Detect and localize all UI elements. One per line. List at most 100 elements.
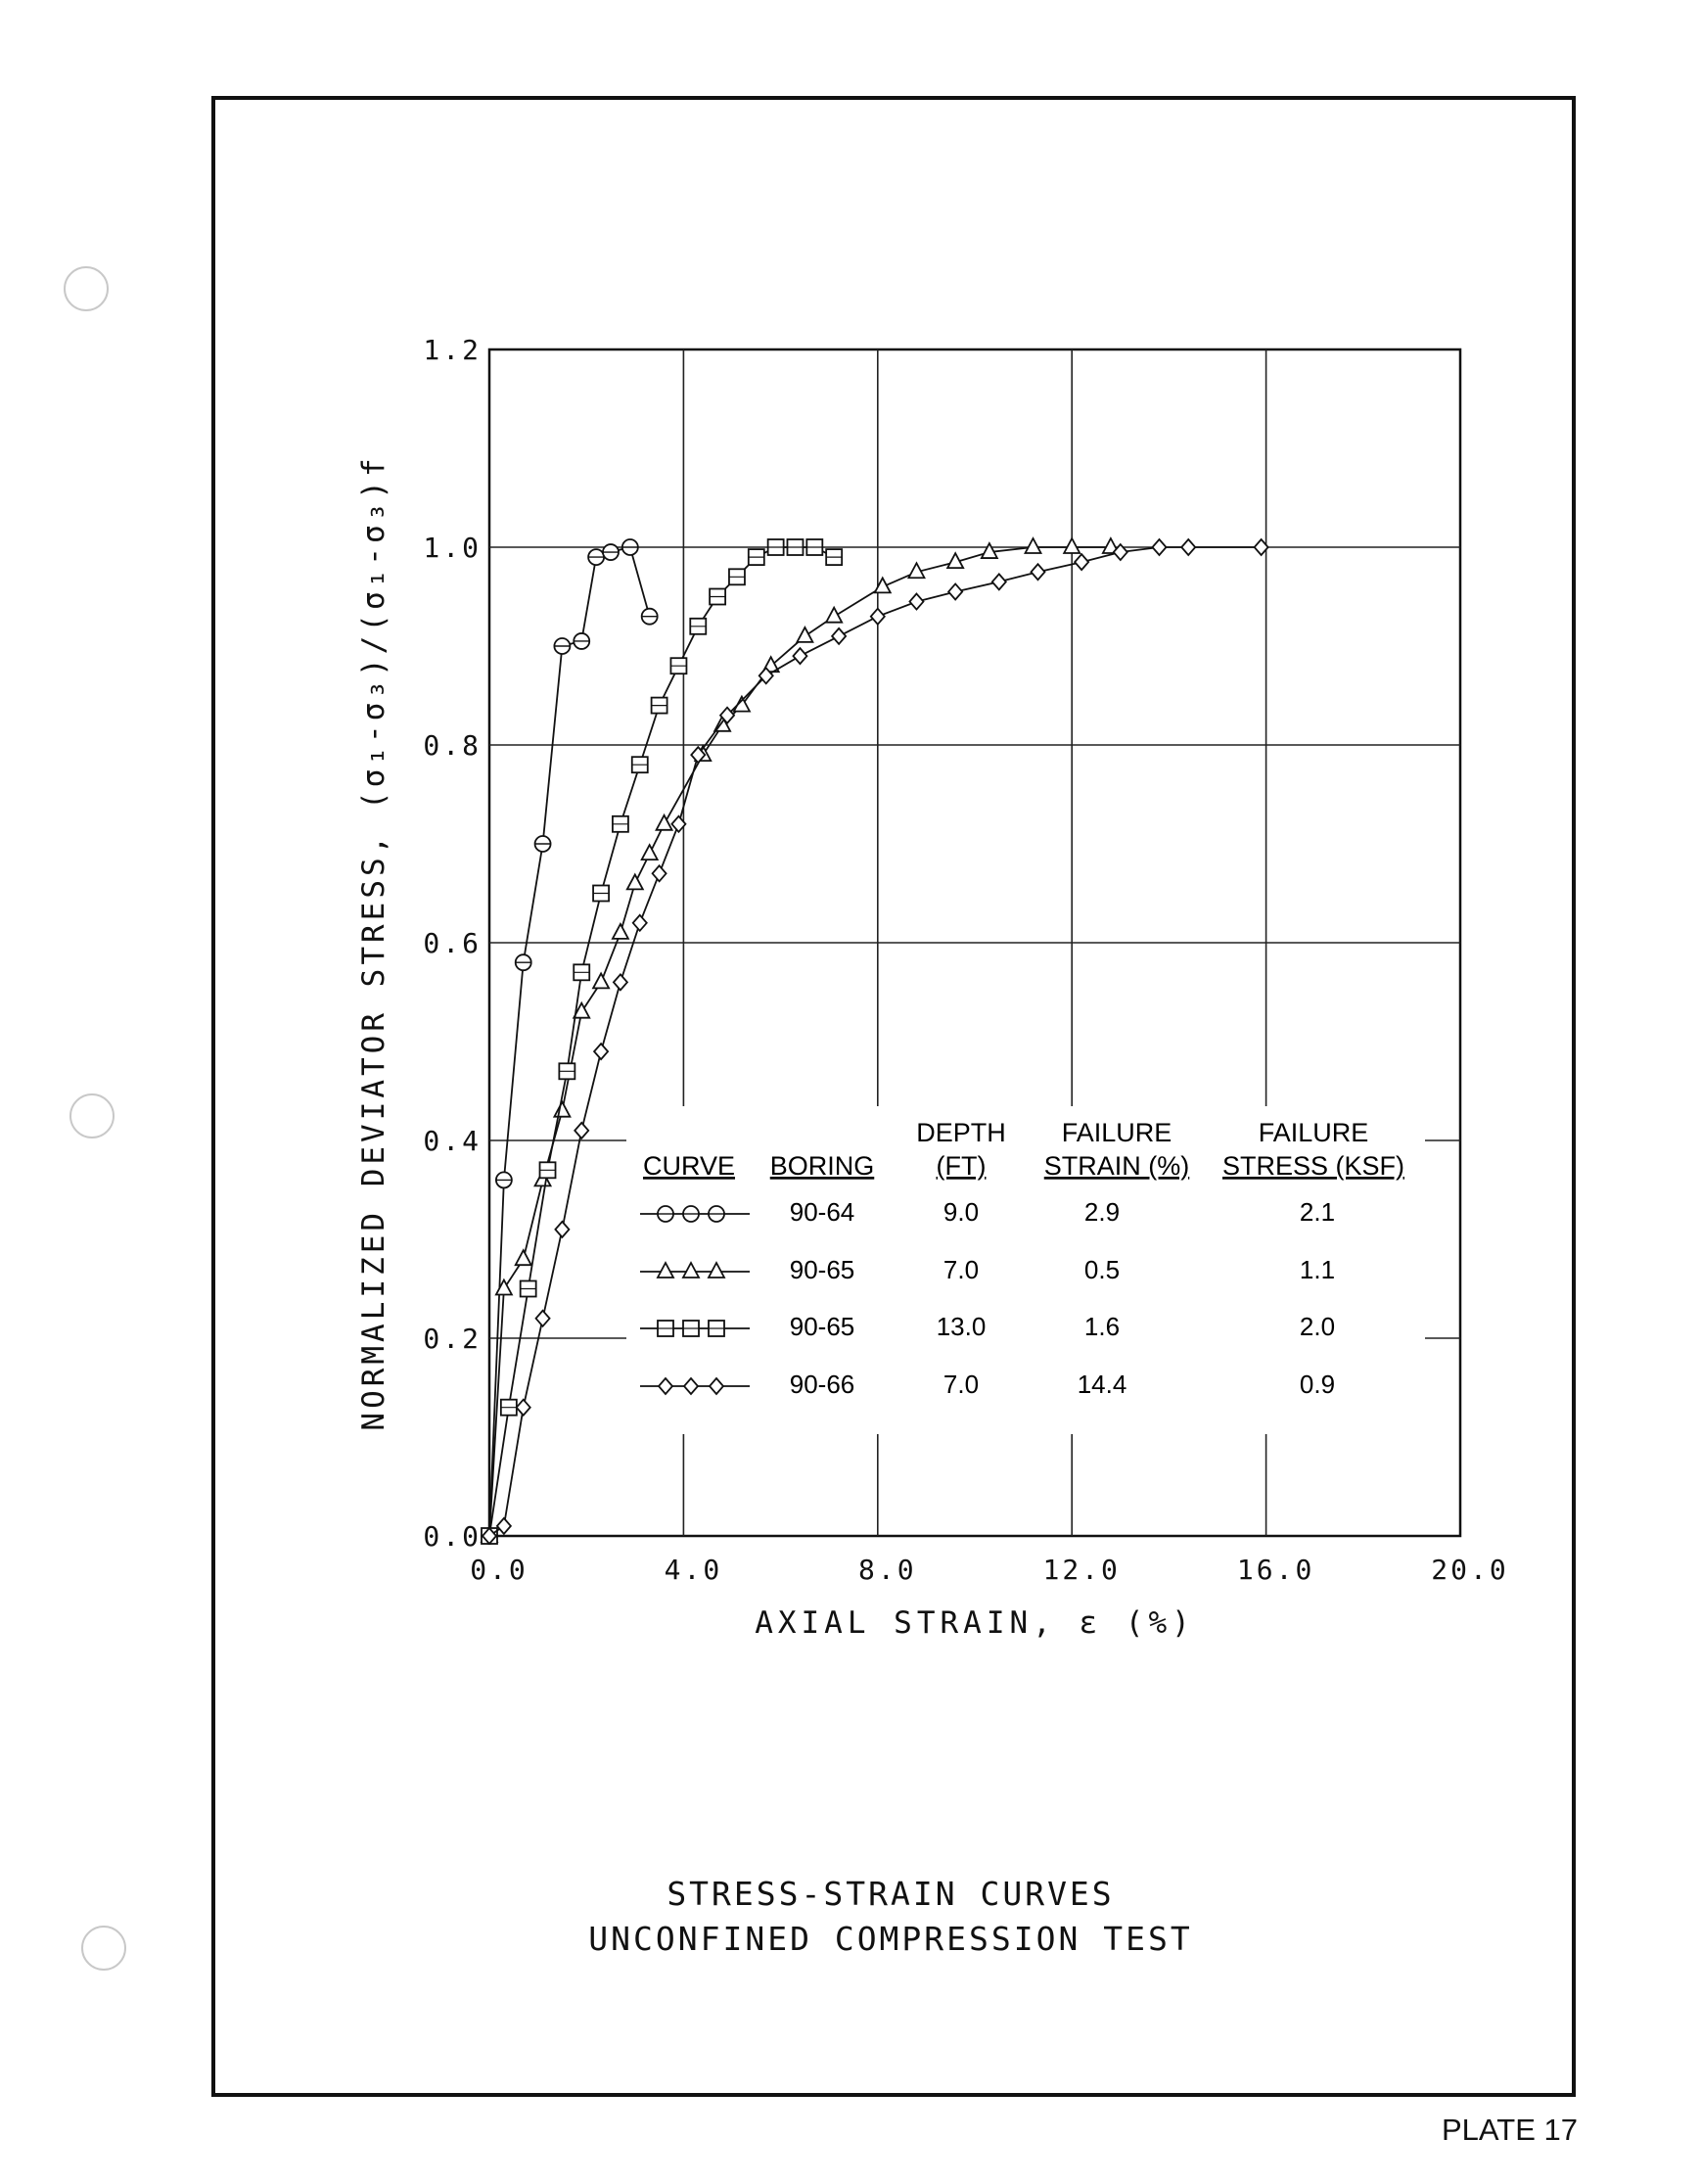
- y-tick-label: 1.0: [423, 532, 482, 564]
- point-diamond: [908, 592, 925, 611]
- series-triangle: [480, 536, 1121, 1543]
- point-triangle: [591, 971, 611, 990]
- legend-depth: 13.0: [937, 1312, 987, 1341]
- point-diamond: [1151, 537, 1168, 557]
- point-diamond: [481, 1526, 498, 1546]
- point-triangle: [795, 625, 814, 643]
- legend-header-fstrain-1: FAILURE: [1062, 1118, 1172, 1147]
- point-triangle: [906, 561, 926, 580]
- point-triangle: [656, 1261, 675, 1278]
- y-tick-label: 0.4: [423, 1125, 482, 1157]
- point-diamond: [718, 706, 736, 725]
- point-triangle: [707, 1261, 726, 1278]
- series-line: [488, 546, 1262, 1537]
- binder-hole-top: [64, 266, 109, 311]
- y-tick-label: 0.2: [423, 1323, 482, 1355]
- point-diamond: [682, 1376, 700, 1396]
- point-triangle: [945, 551, 965, 570]
- x-tick-label: 16.0: [1237, 1554, 1314, 1586]
- legend-failure-stress: 2.1: [1300, 1197, 1335, 1227]
- legend-boring: 90-65: [790, 1255, 855, 1284]
- point-diamond: [690, 745, 707, 765]
- point-diamond: [574, 1121, 590, 1140]
- plate-frame: [211, 96, 1576, 2097]
- x-tick-label: 4.0: [665, 1554, 723, 1586]
- plate-label: PLATE 17: [1442, 2113, 1578, 2147]
- legend-marker-square: [640, 1320, 750, 1337]
- point-triangle: [1062, 536, 1081, 554]
- point-triangle: [873, 576, 893, 594]
- legend-depth: 7.0: [943, 1370, 979, 1399]
- point-triangle: [572, 1000, 591, 1019]
- point-triangle: [494, 1278, 514, 1296]
- legend-boring: 90-66: [790, 1370, 855, 1399]
- point-diamond: [1112, 542, 1128, 562]
- legend-row: 90-66 7.0 14.4 0.9: [640, 1370, 1335, 1399]
- x-tick-label: 0.0: [470, 1554, 529, 1586]
- y-tick-label: 0.6: [423, 927, 482, 959]
- point-diamond: [1180, 537, 1197, 557]
- legend-marker-diamond: [640, 1376, 750, 1396]
- point-diamond: [651, 863, 667, 883]
- legend-table: CURVE BORING DEPTH (FT) FAILURE STRAIN (…: [626, 1106, 1425, 1434]
- x-tick-labels: 0.0 4.0 8.0 12.0 16.0 20.0: [470, 1554, 1508, 1586]
- point-diamond: [946, 582, 964, 601]
- legend-boring: 90-65: [790, 1312, 855, 1341]
- legend-header-fstress-1: FAILURE: [1259, 1118, 1369, 1147]
- point-diamond: [1030, 562, 1046, 581]
- series-layer: [480, 536, 1269, 1546]
- legend-marker-triangle: [640, 1261, 750, 1278]
- point-diamond: [631, 913, 648, 933]
- legend-failure-strain: 14.4: [1078, 1370, 1127, 1399]
- point-diamond: [869, 607, 886, 627]
- series-line: [488, 546, 1111, 1537]
- point-diamond: [657, 1376, 674, 1396]
- point-diamond: [990, 572, 1007, 591]
- binder-hole-bottom: [81, 1926, 126, 1971]
- point-diamond: [1073, 552, 1090, 572]
- point-triangle: [625, 872, 645, 891]
- point-diamond: [534, 1309, 551, 1328]
- series-line: [488, 545, 651, 1537]
- point-triangle: [552, 1099, 572, 1118]
- point-diamond: [554, 1220, 571, 1239]
- y-tick-label: 1.2: [423, 334, 482, 366]
- point-triangle: [655, 813, 674, 831]
- point-triangle: [681, 1261, 701, 1278]
- chart-subtitle: UNCONFINED COMPRESSION TEST: [588, 1920, 1192, 1958]
- point-diamond: [515, 1398, 531, 1417]
- legend-failure-strain: 0.5: [1084, 1255, 1120, 1284]
- point-diamond: [1253, 537, 1269, 557]
- point-triangle: [611, 921, 630, 940]
- x-tick-label: 20.0: [1431, 1554, 1508, 1586]
- point-diamond: [708, 1376, 725, 1396]
- point-diamond: [495, 1516, 513, 1536]
- legend-failure-stress: 0.9: [1300, 1370, 1335, 1399]
- legend-failure-strain: 2.9: [1084, 1197, 1120, 1227]
- legend-marker-circle: [640, 1205, 750, 1223]
- legend-header-depth-2: (FT): [937, 1151, 987, 1181]
- legend-header-fstress-2: STRESS (KSF): [1222, 1151, 1404, 1181]
- legend-failure-stress: 2.0: [1300, 1312, 1335, 1341]
- y-tick-label: 0.8: [423, 729, 482, 762]
- point-triangle: [514, 1248, 533, 1267]
- legend-header-boring: BORING: [770, 1151, 875, 1181]
- legend-row: 90-65 7.0 0.5 1.1: [640, 1255, 1335, 1284]
- point-triangle: [640, 843, 660, 860]
- y-axis-label: NORMALIZED DEVIATOR STRESS, (σ₁-σ₃)/(σ₁-…: [356, 454, 391, 1430]
- point-diamond: [612, 973, 629, 992]
- point-triangle: [1024, 536, 1043, 554]
- chart-title: STRESS-STRAIN CURVES: [667, 1875, 1114, 1913]
- series-diamond: [481, 537, 1269, 1546]
- legend-header-curve: CURVE: [643, 1151, 735, 1181]
- y-tick-labels: 0.0 0.2 0.4 0.6 0.8 1.0 1.2: [423, 334, 482, 1553]
- x-axis-label: AXIAL STRAIN, ε (%): [755, 1605, 1195, 1641]
- legend-depth: 9.0: [943, 1197, 979, 1227]
- point-triangle: [824, 605, 844, 624]
- point-diamond: [592, 1042, 610, 1061]
- legend-row: 90-64 9.0 2.9 2.1: [640, 1197, 1335, 1227]
- legend-background: [626, 1106, 1425, 1434]
- legend-header-depth-1: DEPTH: [916, 1118, 1006, 1147]
- legend-row: 90-65 13.0 1.6 2.0: [640, 1312, 1335, 1341]
- x-tick-label: 12.0: [1042, 1554, 1120, 1586]
